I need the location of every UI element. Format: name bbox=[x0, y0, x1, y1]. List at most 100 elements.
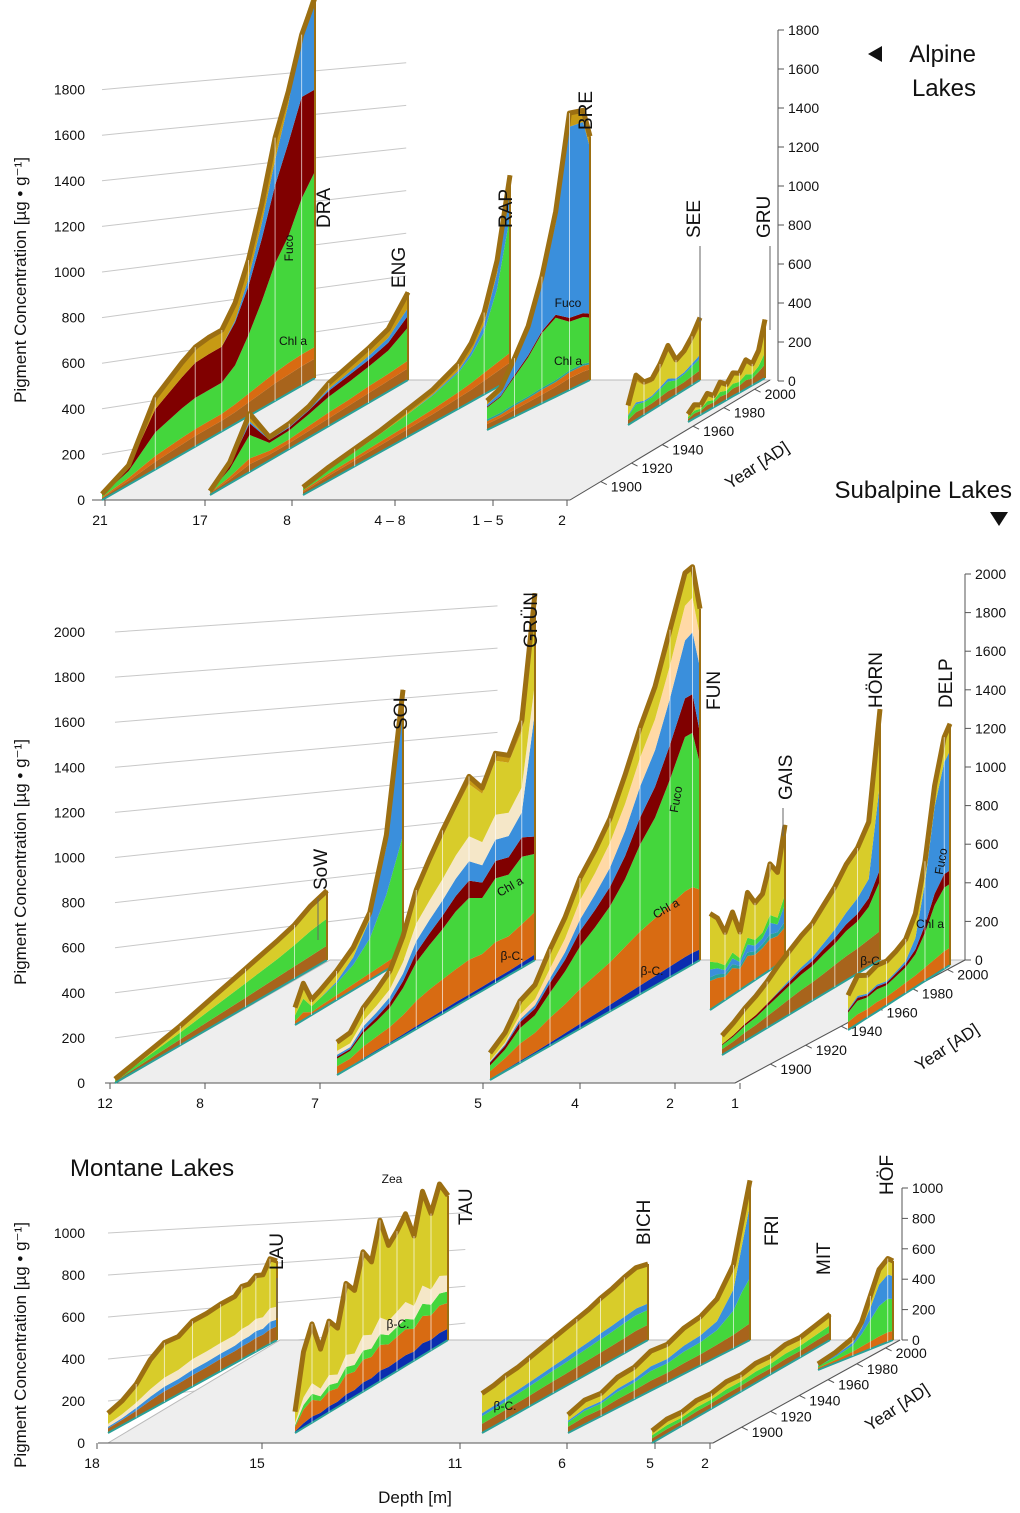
pigment-layer-yellow bbox=[482, 1264, 648, 1414]
lake-FUN: FUN bbox=[487, 564, 725, 1081]
year-tick bbox=[723, 407, 731, 412]
year-tick bbox=[600, 481, 607, 485]
gridline bbox=[101, 62, 407, 91]
year-axis bbox=[712, 1339, 901, 1444]
ridge-outline bbox=[106, 1256, 278, 1416]
depth-label: 12 bbox=[97, 1095, 113, 1111]
pigment-layer-orange bbox=[210, 360, 408, 494]
ridge-base bbox=[721, 959, 881, 1056]
y-tick-right: 1400 bbox=[788, 100, 819, 116]
depth-label: 15 bbox=[249, 1455, 265, 1471]
pigment-layer-chla bbox=[295, 1291, 448, 1427]
gridline bbox=[101, 190, 407, 227]
ridge-outline bbox=[708, 824, 788, 935]
year-tick bbox=[947, 969, 954, 973]
y-tick-left: 0 bbox=[77, 1075, 85, 1091]
pigment-layer-teal bbox=[487, 362, 590, 422]
lake-label: HÖRN bbox=[866, 652, 887, 708]
inline-pigment-label: β-C. bbox=[387, 1317, 410, 1331]
ridge-base bbox=[489, 959, 701, 1081]
pigment-layer-yellow bbox=[628, 327, 700, 416]
pigment-layer-brown bbox=[568, 1323, 750, 1433]
y-tick-left: 0 bbox=[77, 1435, 85, 1451]
lake-label: HÖF bbox=[877, 1155, 898, 1195]
y-tick-left: 600 bbox=[62, 355, 86, 371]
pigment-layer-cream bbox=[295, 1275, 448, 1426]
inline-pigment-label: Chl a bbox=[279, 334, 307, 348]
pigment-layer-chla bbox=[628, 358, 700, 421]
pigment-layer-chla bbox=[337, 853, 535, 1067]
gridline bbox=[114, 731, 498, 768]
lake-label: GAIS bbox=[776, 755, 797, 800]
pigment-layer-fuco bbox=[487, 122, 590, 407]
year-tick bbox=[840, 1025, 848, 1030]
year-tick bbox=[770, 1063, 777, 1068]
lake-HÖRN: HÖRN bbox=[720, 652, 887, 1056]
inline-pigment-label: Chl a bbox=[916, 917, 944, 931]
lake-RAP: RAP bbox=[301, 174, 517, 496]
pigment-layer-orange bbox=[818, 1330, 893, 1370]
y-tick-right: 1200 bbox=[975, 720, 1006, 736]
year-label: 1900 bbox=[780, 1061, 811, 1077]
year-label: 1960 bbox=[838, 1377, 869, 1393]
gridline bbox=[114, 816, 498, 858]
y-tick-right: 1800 bbox=[975, 605, 1006, 621]
ridge-base bbox=[294, 1339, 449, 1434]
ridge-base bbox=[627, 379, 701, 426]
y-tick-right: 600 bbox=[912, 1241, 936, 1257]
pigment-layer-navy bbox=[295, 1328, 448, 1433]
ridge-base bbox=[101, 377, 316, 501]
y-tick-right: 200 bbox=[975, 913, 999, 929]
year-label: 2000 bbox=[765, 386, 796, 402]
pigment-layer-brown bbox=[688, 364, 765, 422]
year-label: 1900 bbox=[752, 1424, 783, 1440]
pigment-layer-orange bbox=[490, 887, 700, 1079]
pigment-layer-maroon bbox=[102, 89, 315, 496]
lake-label: TAU bbox=[456, 1188, 477, 1225]
year-tick bbox=[662, 444, 669, 449]
year-label: 1960 bbox=[703, 423, 734, 439]
left-arrow-icon bbox=[868, 46, 882, 62]
panel-heading: Montane Lakes bbox=[70, 1155, 234, 1182]
pigment-layer-brown bbox=[628, 370, 700, 425]
year-tick bbox=[754, 388, 761, 393]
ridge-base bbox=[209, 379, 409, 496]
y-axis-title: Pigment Concentration [µg • g⁻¹] bbox=[11, 1222, 30, 1468]
pigment-layer-maroon bbox=[490, 694, 700, 1066]
lake-label: SoW bbox=[311, 849, 332, 890]
ridge-base bbox=[567, 1339, 751, 1434]
lake-label: DRA bbox=[314, 188, 335, 228]
pigment-layer-fuco bbox=[818, 1274, 893, 1367]
y-tick-right: 600 bbox=[788, 256, 812, 272]
y-tick-right: 1600 bbox=[975, 643, 1006, 659]
pigment-layer-yellow bbox=[848, 723, 950, 1010]
y-tick-right: 1400 bbox=[975, 682, 1006, 698]
y-tick-left: 1000 bbox=[54, 264, 85, 280]
year-tick bbox=[827, 1379, 835, 1384]
inline-pigment-label: β-C. bbox=[641, 964, 664, 978]
ridge-outline bbox=[845, 722, 953, 997]
y-tick-left: 1000 bbox=[54, 850, 85, 866]
year-label: 1900 bbox=[611, 479, 642, 495]
pigment-layer-orange bbox=[295, 1302, 448, 1432]
pigment-layer-fuco bbox=[482, 1303, 648, 1417]
ridge-outline bbox=[100, 0, 317, 496]
year-label: 1980 bbox=[734, 405, 765, 421]
gridline bbox=[114, 647, 498, 678]
inline-pigment-label: Fuco bbox=[932, 847, 950, 876]
y-tick-right: 0 bbox=[912, 1332, 920, 1348]
y-tick-right: 0 bbox=[788, 373, 796, 389]
gridline bbox=[101, 104, 407, 136]
pigment-layer-chla bbox=[848, 883, 950, 1023]
inline-pigment-label: Fuco bbox=[555, 296, 582, 310]
lake-label: BICH bbox=[634, 1200, 655, 1245]
lake-label: LAU bbox=[267, 1233, 288, 1270]
year-tick bbox=[856, 1363, 864, 1368]
y-tick-left: 800 bbox=[62, 310, 86, 326]
pigment-layer-chla bbox=[490, 732, 700, 1072]
ridge-outline bbox=[335, 593, 538, 1045]
pigment-layer-brown bbox=[722, 931, 880, 1055]
y-tick-left: 1800 bbox=[54, 669, 85, 685]
year-axis-title: Year [AD] bbox=[862, 1380, 933, 1435]
